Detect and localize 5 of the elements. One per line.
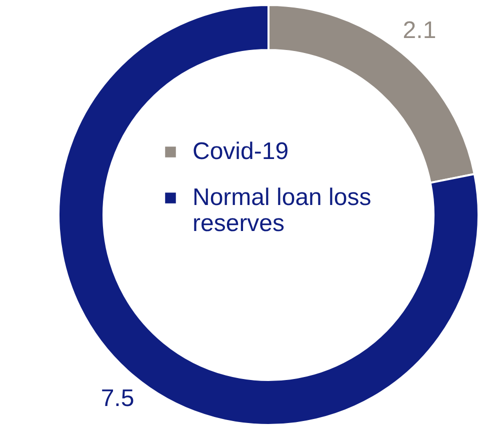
- legend-label: Normal loan loss reserves: [192, 184, 372, 237]
- data-label: 2.1: [402, 17, 436, 44]
- data-label: 7.5: [100, 384, 134, 412]
- legend-label: Covid-19: [192, 138, 289, 165]
- donut-slice: [58, 4, 480, 426]
